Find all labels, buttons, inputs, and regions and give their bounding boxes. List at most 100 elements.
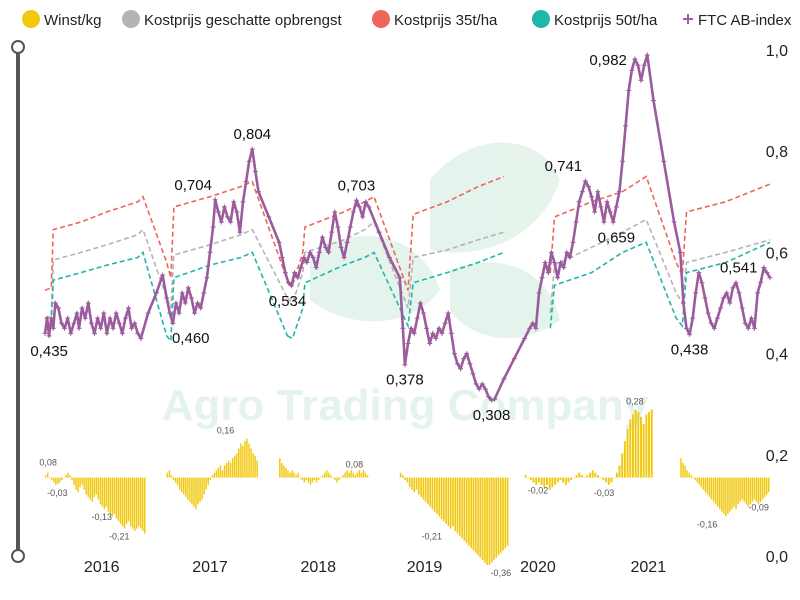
winst-bar — [719, 477, 721, 510]
ftc-index-point — [464, 351, 470, 357]
winst-bars — [45, 409, 770, 566]
winst-bar — [753, 477, 756, 500]
legend-marker-3[interactable] — [532, 10, 550, 28]
ftc-index-point — [160, 272, 166, 278]
winst-bar — [285, 467, 287, 478]
winst-bar — [559, 477, 562, 480]
winst-bar — [301, 477, 303, 480]
winst-bar — [477, 477, 479, 556]
ftc-index-point — [576, 199, 582, 205]
ftc-index-point — [601, 219, 607, 225]
winst-bar-label: -0,13 — [91, 512, 112, 522]
ftc-index-point — [335, 224, 341, 230]
ftc-index-point — [218, 219, 224, 225]
annotation-label: 0,741 — [545, 158, 583, 175]
legend-marker-2[interactable] — [372, 10, 390, 28]
ftc-index-point — [730, 285, 736, 291]
winst-bar — [682, 463, 684, 478]
winst-bar — [291, 470, 293, 478]
ftc-index-point — [548, 249, 554, 255]
ftc-index-series — [42, 52, 773, 403]
annotation-label: 0,435 — [30, 343, 68, 360]
winst-bar — [107, 477, 110, 512]
ftc-index-point — [533, 325, 539, 331]
winst-bar — [234, 455, 236, 478]
ftc-index-point — [182, 300, 188, 306]
y-tick-label: 0,4 — [766, 347, 788, 364]
winst-bar — [424, 477, 427, 502]
ftc-index-point — [711, 325, 717, 331]
winst-bar — [741, 477, 743, 500]
winst-bar — [686, 470, 688, 478]
winst-bar — [170, 475, 173, 478]
ftc-index-point — [212, 197, 218, 203]
annotation-label: 0,438 — [671, 341, 709, 358]
ftc-index-point — [201, 290, 207, 296]
winst-bar — [366, 475, 369, 478]
ftc-index-point — [745, 325, 751, 331]
ftc-index-point — [579, 189, 585, 195]
legend-label-0[interactable]: Winst/kg — [44, 12, 102, 29]
winst-bar — [408, 477, 411, 488]
ftc-index-point — [363, 199, 369, 205]
legend-label-2[interactable]: Kostprijs 35t/ha — [394, 12, 498, 29]
legend-marker-1[interactable] — [122, 10, 140, 28]
timeline-scrollbar[interactable] — [11, 40, 25, 563]
scrollbar-top-handle[interactable] — [11, 40, 25, 54]
winst-bar — [456, 477, 459, 534]
legend-marker-4[interactable] — [683, 14, 693, 24]
winst-bar — [623, 441, 626, 478]
winst-bar — [495, 477, 498, 558]
winst-bar — [548, 477, 551, 490]
legend-label-3[interactable]: Kostprijs 50t/ha — [554, 12, 658, 29]
ftc-index-point — [511, 356, 517, 362]
winst-bar — [602, 477, 605, 480]
ftc-index-point — [65, 315, 71, 321]
ftc-index-point — [758, 279, 764, 285]
scrollbar-bottom-handle[interactable] — [11, 549, 25, 563]
winst-bar-label: -0,21 — [109, 532, 130, 542]
winst-bar — [315, 477, 318, 483]
winst-bar — [176, 477, 179, 485]
winst-bar — [698, 477, 701, 485]
winst-bar — [468, 477, 470, 546]
winst-bar — [747, 477, 750, 507]
legend-label-4[interactable]: FTC AB-index — [698, 12, 792, 29]
winst-bar — [605, 477, 608, 483]
winst-bar-label: -0,09 — [748, 502, 769, 512]
ftc-index-point — [629, 67, 635, 73]
legend-label-1[interactable]: Kostprijs geschatte opbrengst — [144, 12, 342, 29]
winst-bar — [332, 477, 334, 479]
winst-bar — [524, 475, 527, 478]
winst-bar — [360, 472, 363, 478]
winst-bar — [51, 477, 53, 480]
winst-bar — [227, 460, 230, 478]
winst-bar — [254, 455, 256, 478]
ftc-index-point — [467, 361, 473, 367]
ftc-index-point — [561, 265, 567, 271]
winst-bar — [479, 477, 482, 558]
ftc-index-point — [295, 275, 301, 281]
legend-marker-0[interactable] — [22, 10, 40, 28]
winst-bar — [721, 477, 723, 512]
ftc-index-point — [582, 178, 588, 184]
series-line-kostprijs-geschatte-opbrengst — [44, 228, 289, 319]
winst-bar — [111, 477, 114, 517]
ftc-index-point — [79, 305, 85, 311]
ftc-index-point — [702, 295, 708, 301]
ftc-index-point — [485, 394, 491, 400]
annotation-label: 0,804 — [234, 126, 272, 143]
series-line-kostprijs-50t-ha — [287, 251, 505, 340]
winst-bar — [404, 477, 406, 480]
ftc-index-point — [598, 204, 604, 210]
ftc-index-point — [176, 310, 182, 316]
ftc-index-point — [433, 335, 439, 341]
winst-bar — [338, 477, 340, 480]
winst-bar — [637, 411, 640, 478]
ftc-index-point — [661, 158, 667, 164]
winst-bar — [583, 477, 586, 479]
ftc-index-point — [641, 62, 647, 68]
winst-bar — [185, 477, 187, 497]
winst-bar — [413, 477, 416, 493]
winst-bar-label: -0,03 — [47, 488, 68, 498]
